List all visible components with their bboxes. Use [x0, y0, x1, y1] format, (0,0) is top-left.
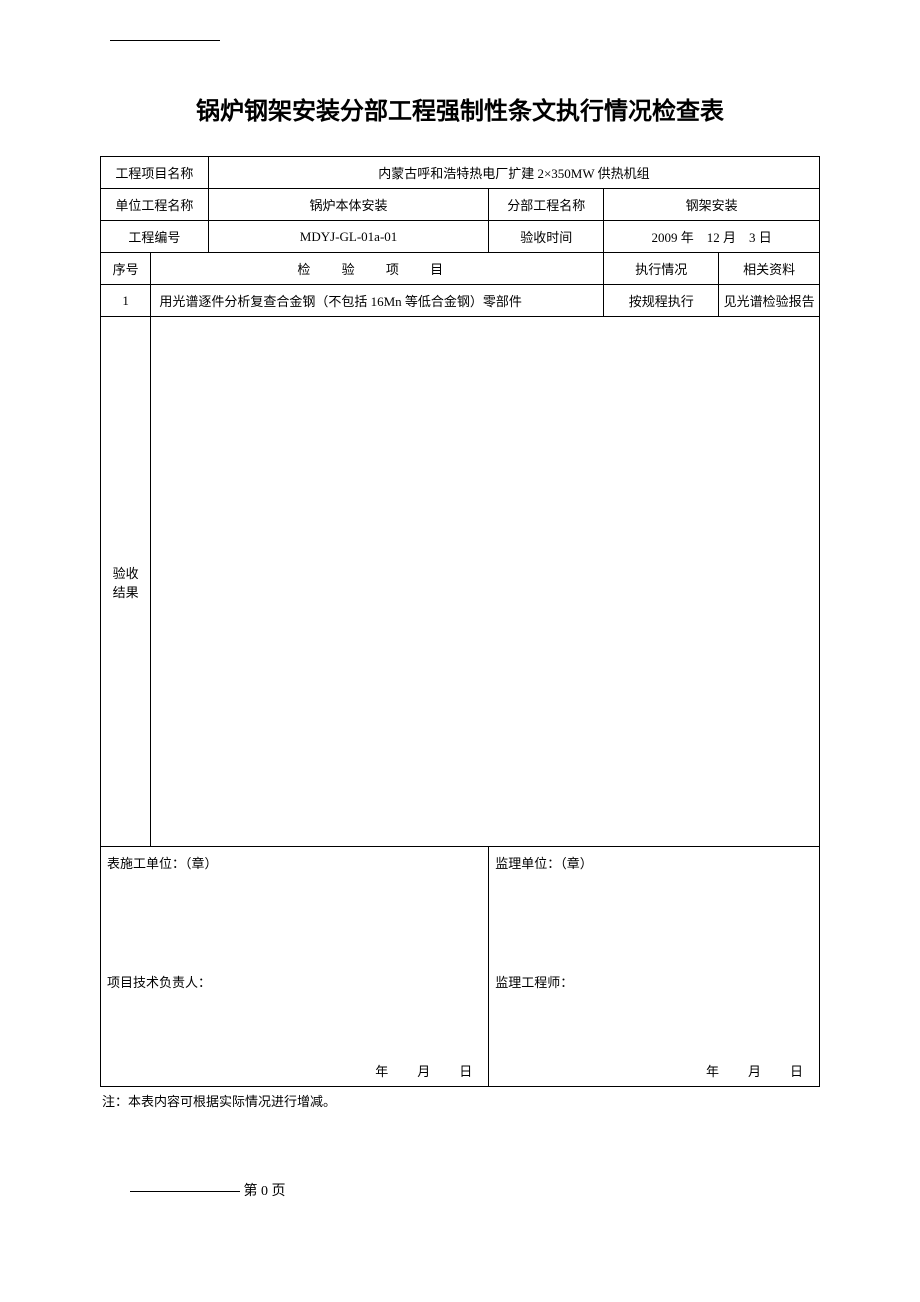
result-row: 验收 结果 [101, 317, 820, 847]
project-name-label: 工程项目名称 [101, 157, 209, 189]
note-text: 注：本表内容可根据实际情况进行增减。 [102, 1091, 820, 1110]
supervision-date: 年 月 日 [706, 1061, 811, 1080]
row-seq: 1 [101, 285, 151, 317]
header-row-3: 工程编号 MDYJ-GL-01a-01 验收时间 2009 年 12 月 3 日 [101, 221, 820, 253]
unit-project-value: 锅炉本体安装 [208, 189, 488, 221]
inspection-table: 工程项目名称 内蒙古呼和浩特热电厂扩建 2×350MW 供热机组 单位工程名称 … [100, 156, 820, 1087]
project-name-value: 内蒙古呼和浩特热电厂扩建 2×350MW 供热机组 [208, 157, 819, 189]
top-separator [110, 40, 220, 41]
result-label: 验收 结果 [101, 317, 151, 847]
row-exec: 按规程执行 [604, 285, 719, 317]
header-row-1: 工程项目名称 内蒙古呼和浩特热电厂扩建 2×350MW 供热机组 [101, 157, 820, 189]
col-exec-status: 执行情况 [604, 253, 719, 285]
construction-sign-cell: 表施工单位：（章） 项目技术负责人： 年 月 日 [101, 847, 489, 1087]
tech-lead-label: 项目技术负责人： [107, 972, 482, 991]
supervision-sign-cell: 监理单位：（章） 监理工程师： 年 月 日 [489, 847, 820, 1087]
col-seq: 序号 [101, 253, 151, 285]
row-doc: 见光谱检验报告 [719, 285, 820, 317]
unit-project-label: 单位工程名称 [101, 189, 209, 221]
header-row-2: 单位工程名称 锅炉本体安装 分部工程名称 钢架安装 [101, 189, 820, 221]
col-check-item: 检 验 项 目 [151, 253, 604, 285]
supervision-unit-label: 监理单位：（章） [495, 853, 813, 872]
supervisor-label: 监理工程师： [495, 972, 813, 991]
footer: 第 0 页 [130, 1180, 820, 1200]
footer-line [130, 1191, 240, 1192]
result-content [151, 317, 820, 847]
table-row: 1 用光谱逐件分析复查合金钢（不包括 16Mn 等低合金钢）零部件 按规程执行 … [101, 285, 820, 317]
subdivision-value: 钢架安装 [604, 189, 820, 221]
page-number: 第 0 页 [244, 1184, 286, 1199]
column-header-row: 序号 检 验 项 目 执行情况 相关资料 [101, 253, 820, 285]
page-title: 锅炉钢架安装分部工程强制性条文执行情况检查表 [100, 91, 820, 126]
project-code-label: 工程编号 [101, 221, 209, 253]
row-item: 用光谱逐件分析复查合金钢（不包括 16Mn 等低合金钢）零部件 [151, 285, 604, 317]
project-code-value: MDYJ-GL-01a-01 [208, 221, 488, 253]
construction-unit-label: 表施工单位：（章） [107, 853, 482, 872]
construction-date: 年 月 日 [375, 1061, 480, 1080]
subdivision-label: 分部工程名称 [489, 189, 604, 221]
signature-row: 表施工单位：（章） 项目技术负责人： 年 月 日 监理单位：（章） 监理工程师：… [101, 847, 820, 1087]
col-related-doc: 相关资料 [719, 253, 820, 285]
accept-time-value: 2009 年 12 月 3 日 [604, 221, 820, 253]
accept-time-label: 验收时间 [489, 221, 604, 253]
